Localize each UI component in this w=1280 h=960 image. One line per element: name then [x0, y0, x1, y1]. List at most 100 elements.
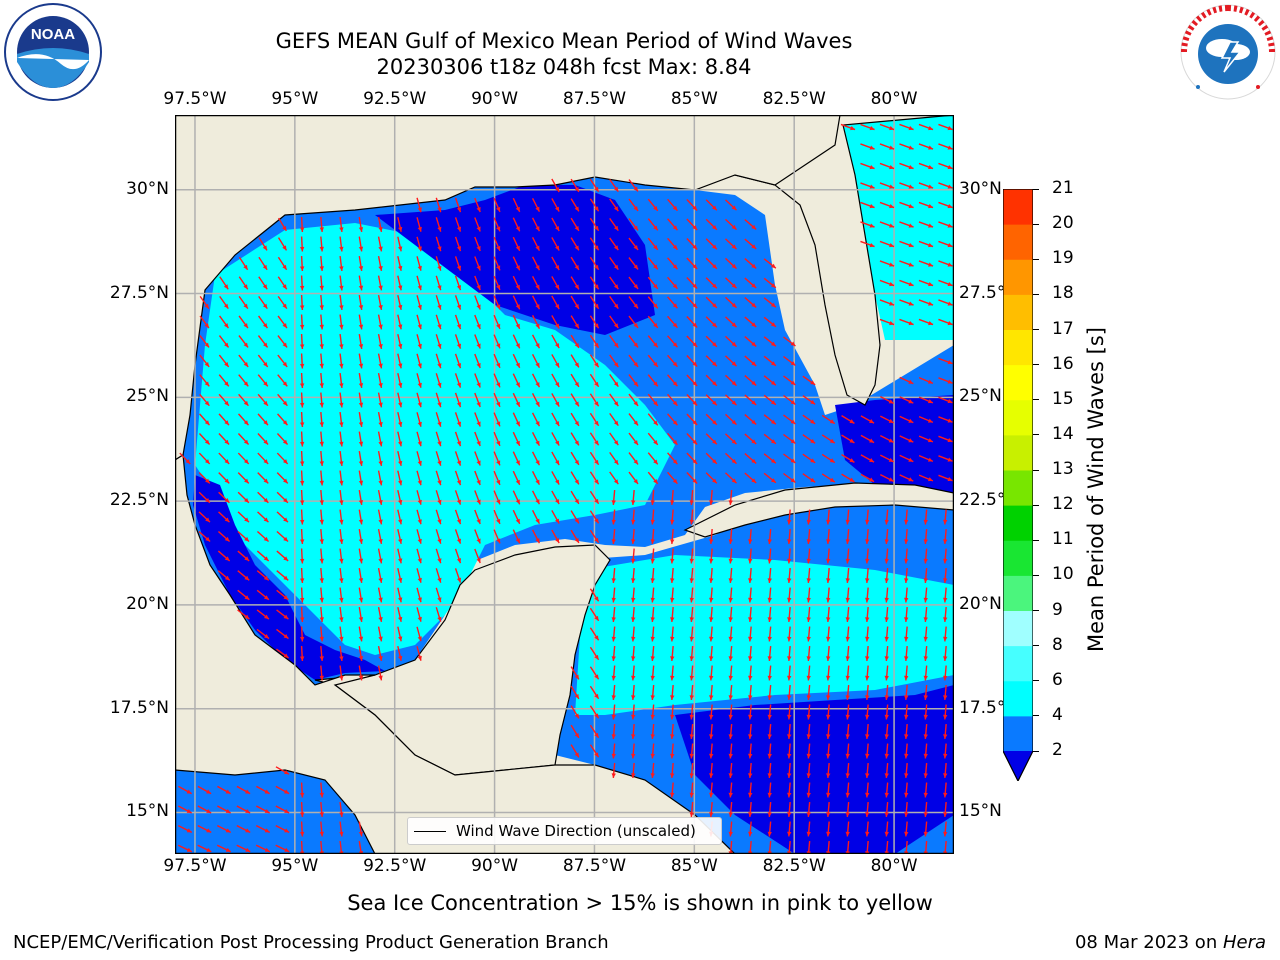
wind-arrow [589, 237, 600, 251]
wind-arrow [512, 412, 521, 427]
wind-arrow [276, 452, 289, 465]
wind-arrow [899, 182, 914, 189]
wind-arrow [689, 684, 694, 701]
wind-arrow [783, 355, 796, 367]
nws-logo-icon [1180, 4, 1276, 100]
wind-arrow [531, 451, 541, 466]
colorbar-label: Mean Period of Wind Waves [s] [1084, 327, 1108, 652]
wind-arrow [647, 237, 659, 251]
wind-arrow [845, 528, 850, 545]
wind-arrow [647, 257, 659, 270]
wind-arrow [748, 665, 753, 681]
wind-arrow [709, 587, 714, 603]
wind-arrow [531, 237, 541, 251]
wind-arrow [787, 587, 792, 603]
wind-arrow [609, 217, 619, 232]
wind-arrow [938, 396, 953, 404]
wind-arrow [686, 199, 698, 211]
wind-arrow [299, 509, 305, 525]
wind-arrow [339, 275, 344, 291]
wind-arrow [493, 431, 501, 447]
wind-arrow [826, 704, 831, 720]
wind-arrow [416, 295, 422, 310]
wind-arrow [237, 570, 250, 581]
wind-arrow [435, 587, 442, 603]
wind-arrow [276, 530, 289, 543]
wind-arrow [686, 257, 698, 270]
wind-arrow [551, 373, 560, 388]
y-tick-label-right: 20°N [959, 593, 1002, 614]
wind-arrow [454, 568, 462, 583]
wind-arrow [319, 821, 324, 837]
wind-arrow [728, 528, 733, 545]
wind-arrow [199, 354, 210, 368]
footer-date: 08 Mar 2023 on [1074, 932, 1223, 953]
wind-arrow [709, 528, 714, 545]
wind-arrow [319, 294, 324, 311]
wind-arrow [570, 354, 580, 368]
wind-arrow [806, 762, 811, 779]
wind-arrow [258, 315, 268, 329]
wind-arrow [377, 568, 383, 583]
wind-arrow [647, 354, 659, 368]
wind-arrow [299, 431, 305, 447]
wind-arrow [609, 432, 619, 446]
wind-arrow [474, 275, 481, 291]
wind-arrow [531, 432, 541, 446]
x-tick-label-top: 95°W [271, 89, 319, 109]
wind-arrow [865, 548, 870, 564]
wind-arrow [806, 587, 811, 603]
wind-arrow [299, 528, 305, 545]
wind-arrow [319, 236, 324, 252]
wind-arrow [531, 315, 541, 329]
wind-arrow [783, 433, 796, 445]
wind-arrow [748, 567, 753, 584]
wind-arrow [257, 393, 269, 407]
wind-arrow [845, 704, 850, 720]
wind-arrow [670, 645, 675, 662]
wind-arrow [257, 413, 269, 426]
wind-arrow [943, 762, 948, 779]
wind-arrow [826, 567, 831, 584]
wind-arrow [257, 491, 269, 504]
wind-arrow [763, 258, 777, 269]
wind-arrow [454, 256, 462, 271]
wind-arrow [899, 454, 914, 463]
wind-arrow [531, 529, 541, 544]
wind-arrow [570, 744, 580, 758]
wind-arrow [884, 723, 889, 740]
wind-arrow [358, 314, 364, 330]
wind-arrow [397, 607, 403, 622]
wind-arrow [938, 201, 953, 209]
wind-arrow [904, 743, 909, 759]
wind-arrow [709, 645, 714, 662]
colorbar-tick-label: 14 [1052, 423, 1074, 444]
wind-arrow [397, 392, 403, 408]
wind-arrow [319, 411, 324, 428]
wind-arrow [435, 548, 442, 564]
wind-arrow [609, 354, 619, 368]
wind-arrow [609, 334, 619, 349]
wind-arrow [474, 334, 481, 349]
wind-arrow [277, 354, 288, 368]
wind-arrow [474, 470, 481, 486]
wind-arrow [725, 394, 737, 406]
wind-arrow [865, 723, 870, 740]
wind-arrow [763, 433, 777, 445]
wind-arrow [647, 218, 659, 231]
y-tick-label-left: 27.5°N [109, 282, 169, 303]
wind-arrow [744, 219, 757, 230]
wind-arrow [631, 548, 636, 564]
wind-arrow [943, 704, 948, 720]
wind-arrow [339, 548, 344, 564]
wind-arrow [197, 844, 212, 853]
wind-arrow [918, 415, 934, 424]
wind-arrow [570, 451, 580, 466]
wind-arrow [299, 236, 305, 252]
wind-arrow [339, 353, 344, 369]
colorbar-segment [1003, 189, 1033, 225]
wind-arrow [860, 123, 875, 131]
wind-arrow [493, 295, 501, 310]
wind-arrow [199, 374, 210, 387]
wind-arrow [806, 821, 811, 837]
